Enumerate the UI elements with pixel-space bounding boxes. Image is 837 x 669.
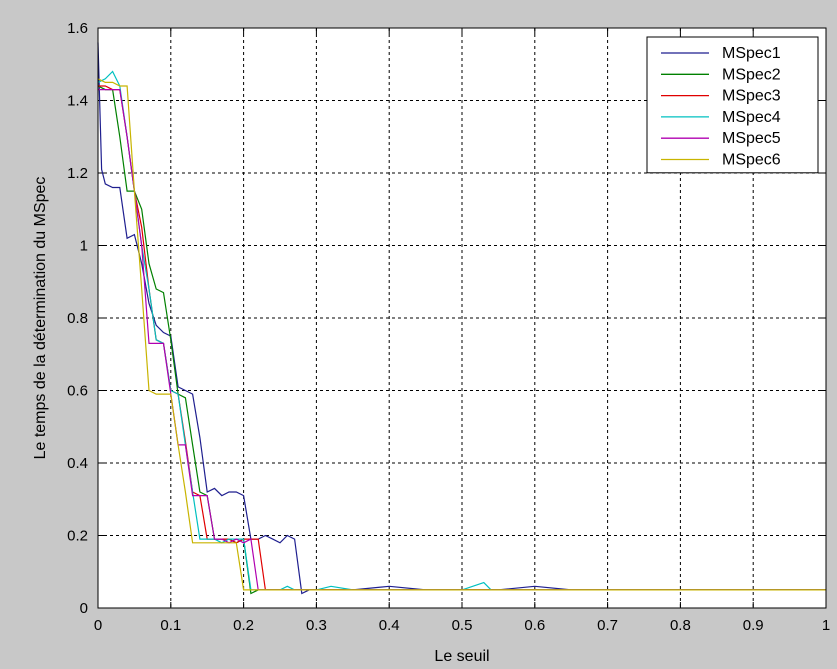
x-tick-label: 0 [94,617,102,634]
y-tick-label: 1 [80,238,88,255]
legend-label: MSpec3 [722,88,781,105]
x-tick-label: 0.4 [379,617,400,634]
x-axis-label: Le seuil [434,648,489,665]
x-tick-label: 0.9 [743,617,764,634]
legend: MSpec1 MSpec2 MSpec3 MSpec4 MSpec5 MSpec6 [646,36,819,174]
y-tick-label: 1.6 [67,20,88,37]
x-tick-label: 0.6 [524,617,545,634]
y-axis-label: Le temps de la détermination du MSpec [32,177,49,460]
y-tick-label: 1.4 [67,93,88,110]
x-tick-label: 0.7 [597,617,618,634]
y-tick-label: 0.2 [67,528,88,545]
legend-label: MSpec2 [722,66,781,83]
series-group [97,42,826,595]
x-tick-label: 0.2 [233,617,254,634]
legend-box [646,36,819,174]
y-tick-label: 0.6 [67,383,88,400]
x-tick-label: 0.1 [160,617,181,634]
series-line-mspec6 [97,78,826,591]
y-tick-label: 0.4 [67,455,88,472]
x-tick-label: 0.3 [306,617,327,634]
ticks: 0 0.1 0.2 0.3 0.4 0.5 0.6 0.7 0.8 0.9 1 0 0.2 0.4 0.6 0… [67,20,830,634]
legend-label: MSpec5 [722,130,781,147]
axes-frame [97,27,827,609]
legend-label: MSpec6 [722,152,781,169]
legend-label: MSpec4 [722,109,781,126]
x-tick-label: 0.5 [452,617,473,634]
y-tick-label: 0.8 [67,310,88,327]
y-tick-label: 0 [80,600,88,617]
grid [98,28,826,608]
y-tick-label: 1.2 [67,165,88,182]
legend-label: MSpec1 [722,45,781,62]
x-tick-label: 0.8 [670,617,691,634]
x-tick-label: 1 [822,617,830,634]
